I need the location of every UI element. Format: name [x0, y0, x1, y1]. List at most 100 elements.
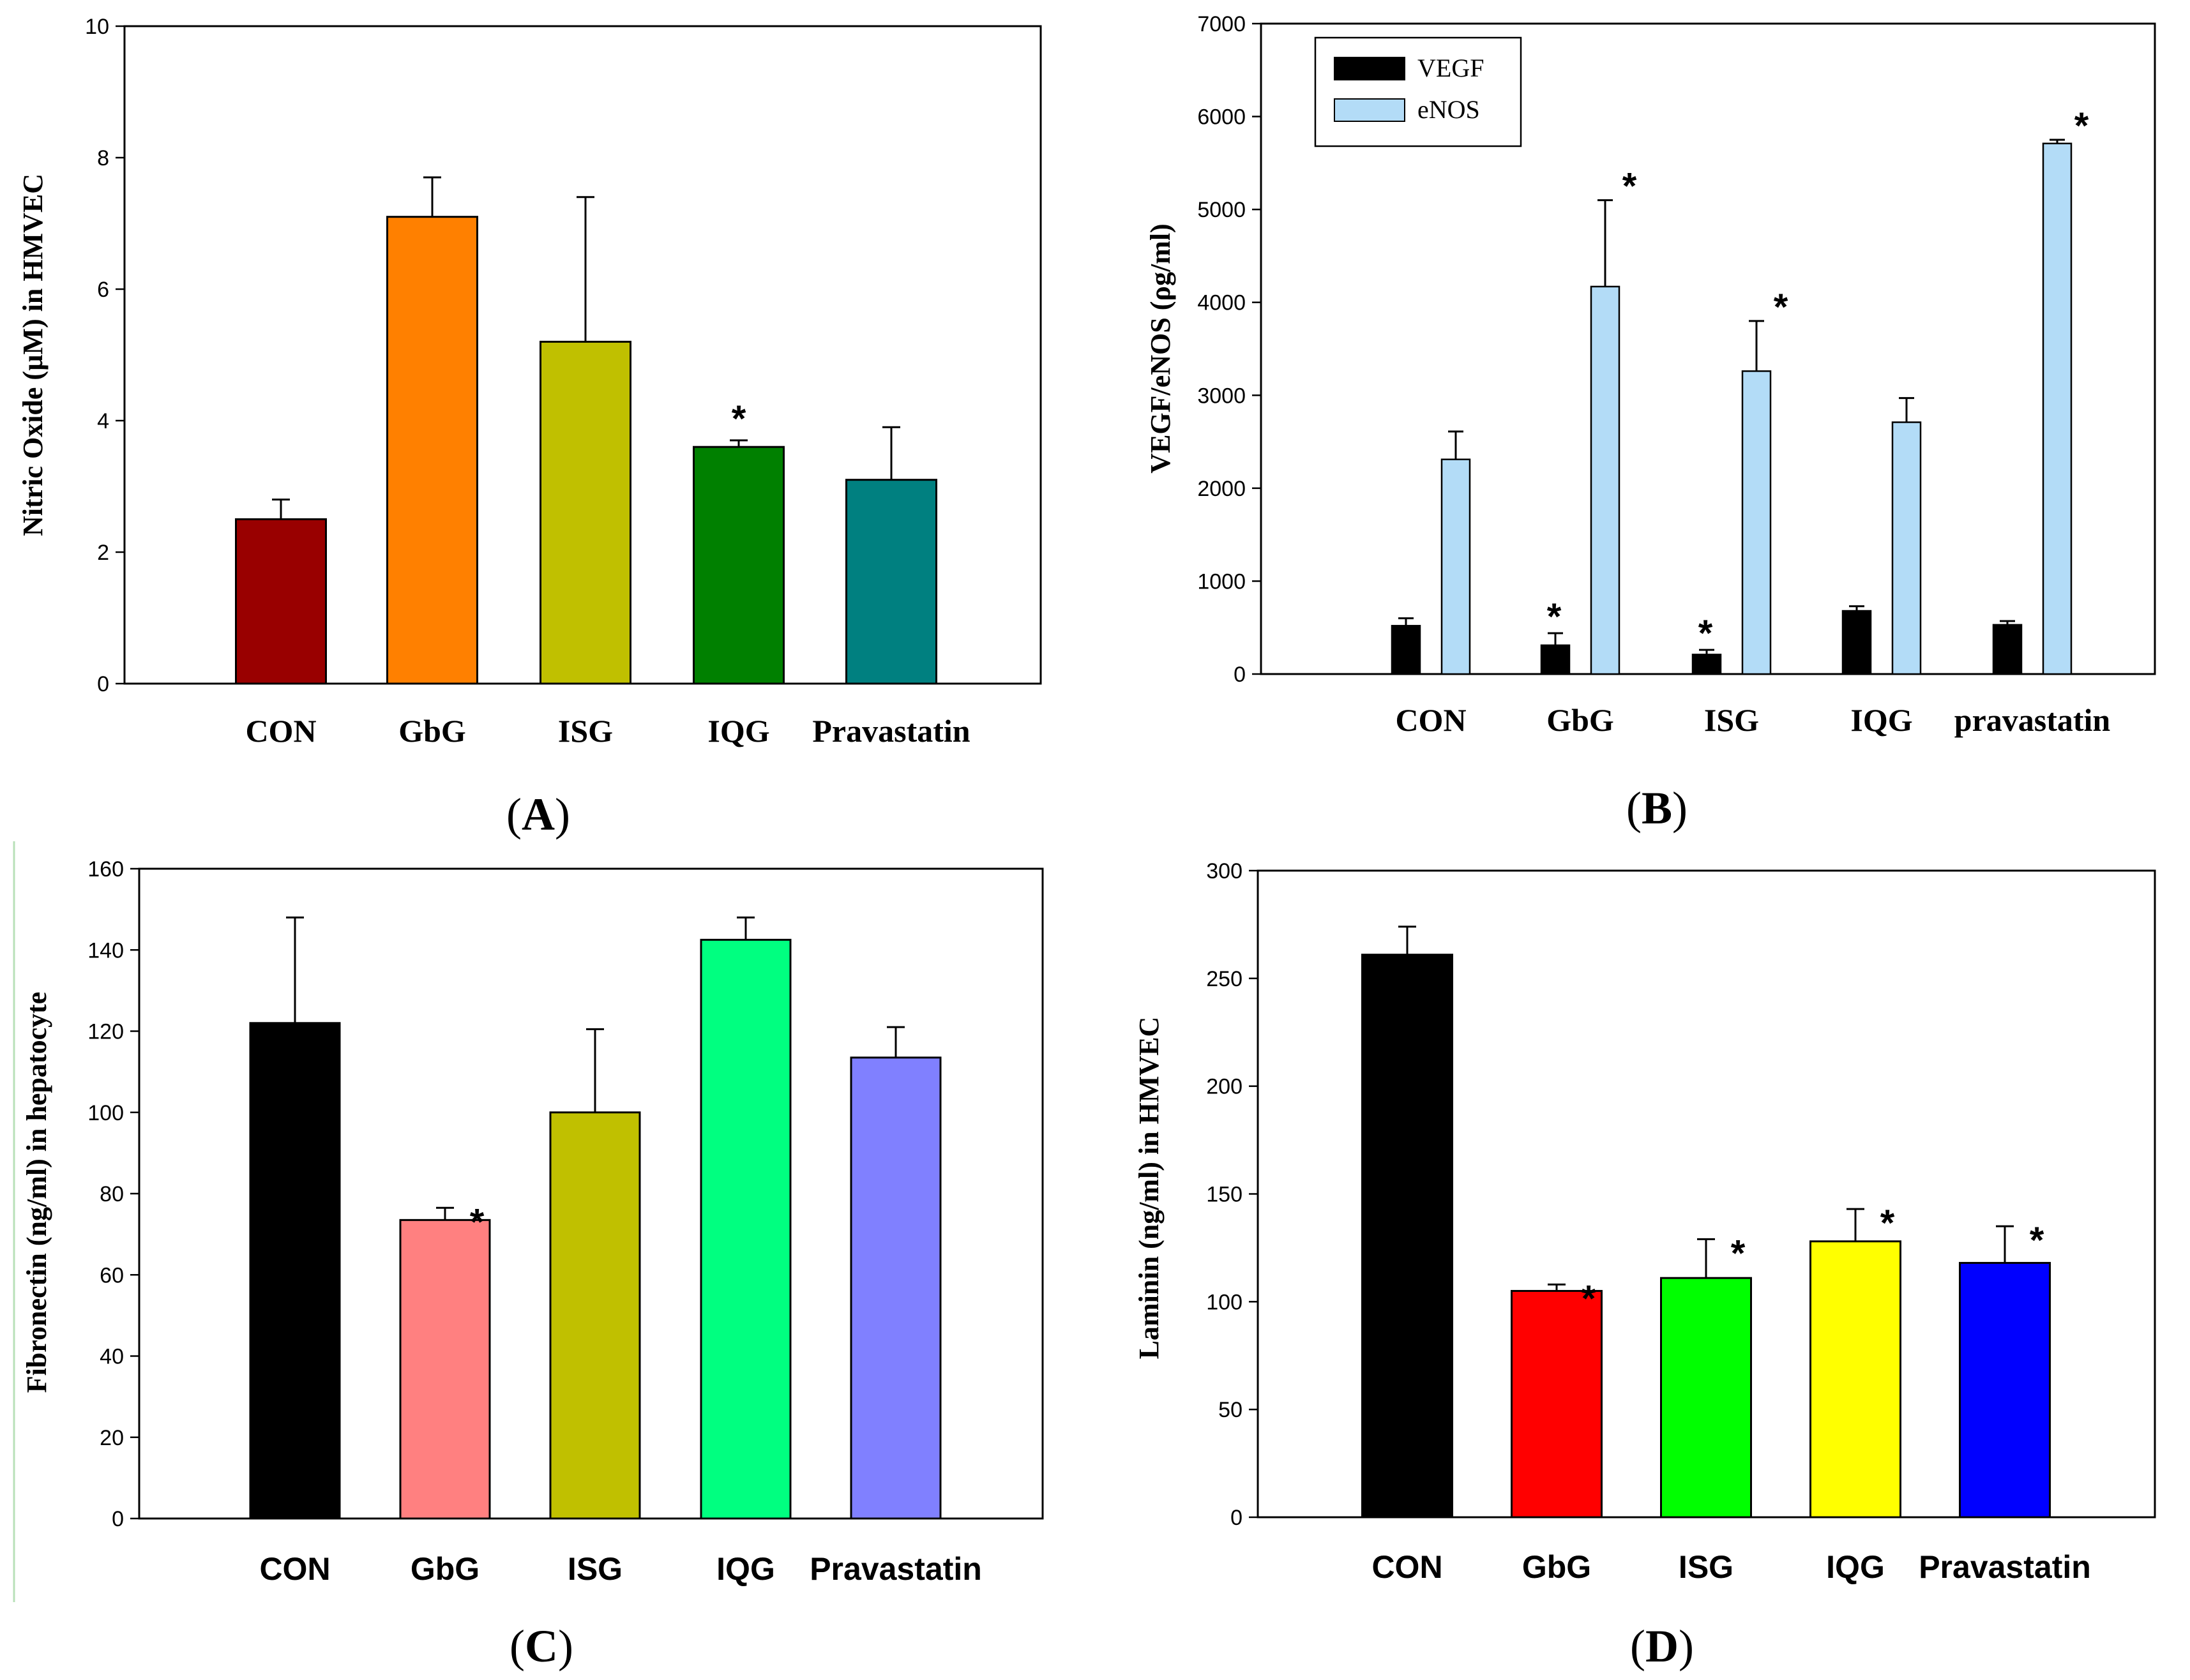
significance-star: * — [1622, 166, 1637, 207]
significance-star: * — [1698, 613, 1713, 654]
bar-pravastatin — [845, 479, 937, 685]
significance-star: * — [2030, 1220, 2044, 1261]
y-tick-label: 6000 — [1197, 105, 1246, 130]
bar-iqg — [700, 938, 792, 1520]
panel-c-y-axis-label: Fibronectin (ng/ml) in hepatocyte — [21, 992, 52, 1393]
panel-b-label: (B) — [1626, 783, 1688, 834]
panel-b: 0 1000 2000 3000 4000 5000 6000 7000 * * * * * CON G… — [1145, 12, 2156, 834]
bar-vegf-con — [1391, 625, 1421, 675]
panel-d-y-axis-label: Laminin (ng/ml) in HMVEC — [1133, 1017, 1165, 1360]
bar-enos-pravastatin — [2042, 142, 2073, 675]
bar-vegf-gbg — [1540, 644, 1571, 675]
legend-swatch-enos — [1334, 98, 1405, 122]
bar-isg — [1660, 1277, 1752, 1519]
y-tick-label: 100 — [87, 1101, 124, 1125]
bar-enos-gbg — [1590, 285, 1620, 675]
category-label-con: CON — [259, 1551, 330, 1587]
panel-b-y-axis-label: VEGF/eNOS (ρg/ml) — [1145, 223, 1176, 473]
y-tick-label: 0 — [1234, 663, 1246, 687]
legend-box — [1314, 36, 1522, 147]
significance-star: * — [470, 1201, 485, 1243]
y-tick-label: 50 — [1218, 1398, 1242, 1422]
panel-b-category-labels: CON GbG ISG IQG pravastatin — [1395, 702, 2110, 738]
category-label-iqg: IQG — [707, 713, 769, 749]
panel-c: 0 20 40 60 80 100 120 140 160 * CON GbG ISG IQG Prav… — [21, 857, 1044, 1672]
bar-vegf-pravastatin — [1992, 624, 2023, 675]
y-tick-label: 8 — [97, 146, 109, 170]
significance-star: * — [1880, 1203, 1895, 1244]
y-tick-label: 2000 — [1197, 477, 1246, 501]
legend-label-enos: eNOS — [1417, 95, 1480, 124]
panel-c-label: (C) — [510, 1621, 573, 1672]
y-tick-label: 20 — [100, 1426, 124, 1450]
y-tick-label: 1000 — [1197, 569, 1246, 594]
y-tick-label: 250 — [1206, 967, 1242, 991]
panel-a-y-axis-label: Nitric Oxide (µM) in HMVEC — [17, 174, 49, 536]
panel-a: 0 2 4 6 8 10 * CON GbG ISG IQG Pravastatin Nitric… — [17, 15, 1042, 840]
bar-con — [249, 1022, 341, 1520]
y-tick-label: 160 — [87, 857, 124, 881]
bar-pravastatin — [1959, 1262, 2051, 1519]
bar-isg — [549, 1111, 641, 1520]
y-tick-label: 80 — [100, 1182, 124, 1206]
panel-a-label: (A) — [506, 789, 570, 840]
y-tick-label: 0 — [97, 672, 109, 696]
panel-d-bars: * * * * — [1361, 926, 2051, 1519]
y-tick-label: 0 — [112, 1507, 124, 1531]
y-tick-label: 300 — [1206, 859, 1242, 883]
y-tick-label: 7000 — [1197, 12, 1246, 36]
bar-pravastatin — [850, 1056, 942, 1520]
panel-b-bars: * * * * * — [1391, 105, 2089, 675]
category-label-pravastatin: Pravastatin — [1919, 1549, 2091, 1585]
panel-c-y-ticks: 0 20 40 60 80 100 120 140 160 — [87, 857, 139, 1531]
legend-swatch-vegf — [1334, 57, 1405, 80]
category-label-gbg: GbG — [398, 713, 466, 749]
bar-con — [235, 518, 327, 685]
y-tick-label: 10 — [85, 15, 109, 39]
panel-c-bars: * — [249, 916, 942, 1520]
category-label-gbg: GbG — [411, 1551, 480, 1587]
y-tick-label: 4 — [97, 409, 109, 433]
bar-vegf-iqg — [1841, 610, 1872, 675]
significance-star: * — [1547, 596, 1562, 638]
bar-enos-iqg — [1891, 421, 1922, 675]
bar-gbg — [1511, 1289, 1603, 1519]
category-label-con: CON — [1395, 702, 1466, 738]
panel-d: 0 50 100 150 200 250 300 * * * * CON GbG ISG IQG Prav… — [1133, 859, 2156, 1672]
y-tick-label: 0 — [1230, 1506, 1242, 1530]
bar-enos-con — [1440, 458, 1471, 675]
legend: VEGF eNOS — [1314, 36, 1522, 147]
y-tick-label: 2 — [97, 541, 109, 565]
y-tick-label: 100 — [1206, 1290, 1242, 1314]
legend-label-vegf: VEGF — [1417, 54, 1484, 82]
category-label-isg: ISG — [1704, 702, 1759, 738]
category-label-isg: ISG — [1679, 1549, 1733, 1585]
panel-c-category-labels: CON GbG ISG IQG Pravastatin — [259, 1551, 981, 1587]
y-tick-label: 200 — [1206, 1075, 1242, 1099]
category-label-isg: ISG — [568, 1551, 623, 1587]
bar-gbg — [399, 1219, 491, 1520]
y-tick-label: 5000 — [1197, 198, 1246, 222]
y-tick-label: 6 — [97, 278, 109, 302]
panel-d-category-labels: CON GbG ISG IQG Pravastatin — [1371, 1549, 2090, 1585]
significance-star: * — [1774, 287, 1788, 328]
bar-iqg — [693, 446, 785, 685]
bar-enos-isg — [1741, 370, 1772, 675]
significance-star: * — [2074, 105, 2089, 147]
significance-star: * — [1731, 1233, 1746, 1274]
bar-iqg — [1809, 1240, 1901, 1519]
panel-b-y-ticks: 0 1000 2000 3000 4000 5000 6000 7000 — [1197, 12, 1261, 687]
y-tick-label: 40 — [100, 1345, 124, 1369]
panel-d-label: (D) — [1630, 1621, 1694, 1672]
significance-star: * — [1582, 1278, 1596, 1319]
category-label-con: CON — [1371, 1549, 1442, 1585]
category-label-gbg: GbG — [1522, 1549, 1591, 1585]
y-tick-label: 140 — [87, 938, 124, 963]
category-label-con: CON — [245, 713, 316, 749]
category-label-iqg: IQG — [1826, 1549, 1885, 1585]
panel-a-bars: * — [235, 176, 937, 685]
category-label-pravastatin: Pravastatin — [810, 1551, 982, 1587]
category-label-pravastatin: pravastatin — [1954, 702, 2111, 738]
significance-star: * — [732, 398, 746, 440]
